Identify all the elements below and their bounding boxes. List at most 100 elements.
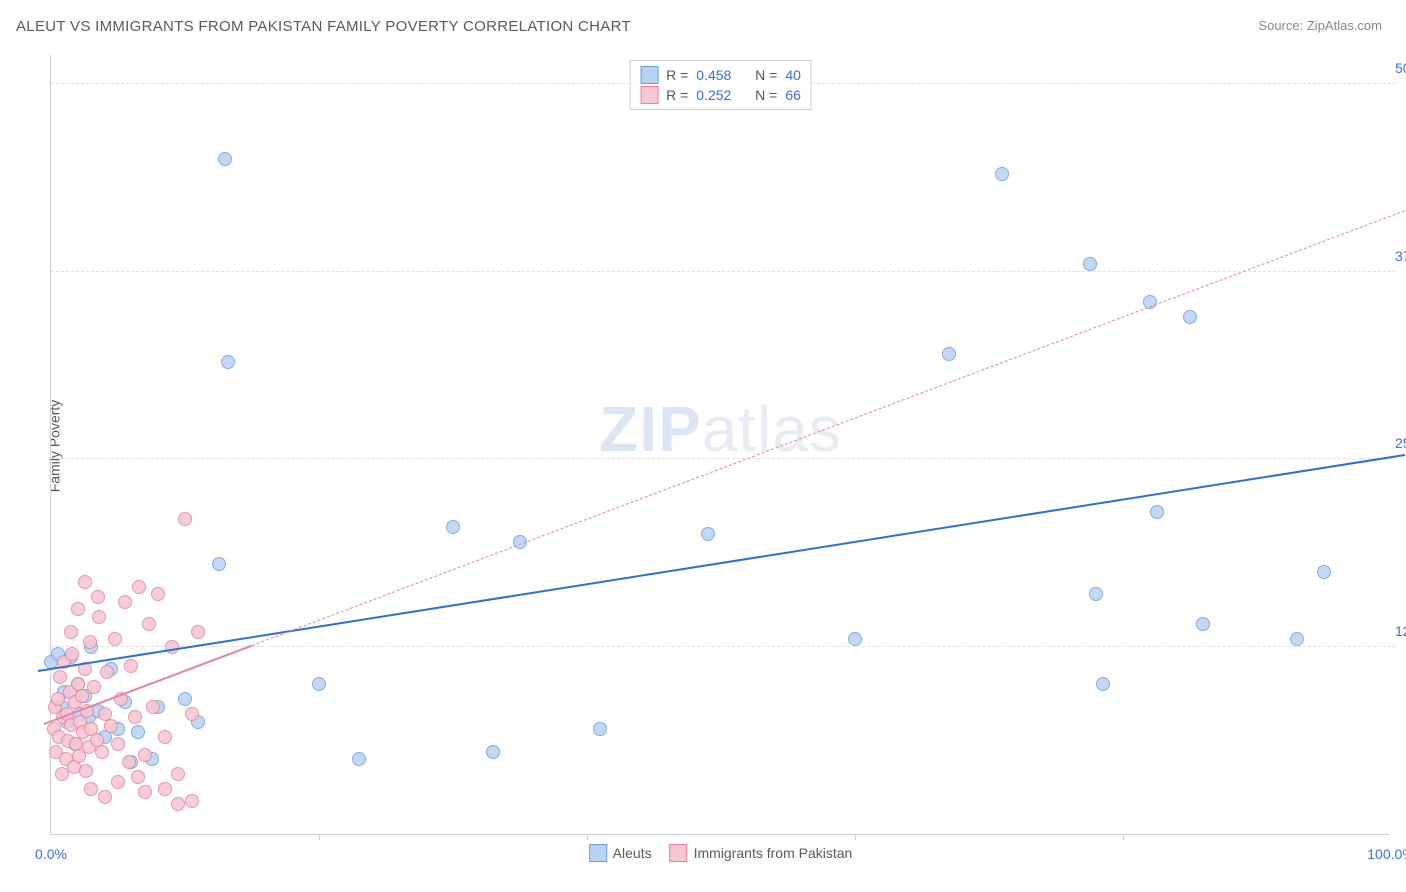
legend-swatch — [640, 86, 658, 104]
trendline — [252, 211, 1405, 647]
scatter-point-pakistan — [122, 755, 136, 769]
legend-r-value: 0.252 — [696, 87, 731, 103]
legend-r-label: R = — [666, 87, 688, 103]
legend-item-label: Aleuts — [613, 845, 652, 861]
scatter-point-aleuts — [312, 677, 326, 691]
scatter-point-pakistan — [87, 680, 101, 694]
legend-row-pakistan: R = 0.252 N = 66 — [640, 85, 801, 105]
legend-n-value: 66 — [785, 87, 801, 103]
scatter-point-aleuts — [1183, 310, 1197, 324]
scatter-point-aleuts — [1317, 565, 1331, 579]
gridline-horizontal — [51, 458, 1396, 459]
gridline-horizontal — [51, 271, 1396, 272]
scatter-point-aleuts — [352, 752, 366, 766]
legend-row-aleuts: R = 0.458 N = 40 — [640, 65, 801, 85]
scatter-point-aleuts — [848, 632, 862, 646]
scatter-point-aleuts — [486, 745, 500, 759]
scatter-point-aleuts — [1290, 632, 1304, 646]
scatter-point-pakistan — [132, 580, 146, 594]
scatter-point-pakistan — [91, 590, 105, 604]
legend-n-value: 40 — [785, 67, 801, 83]
legend-item-aleuts: Aleuts — [589, 844, 652, 862]
scatter-point-pakistan — [151, 587, 165, 601]
scatter-point-pakistan — [138, 785, 152, 799]
y-tick-label: 37.5% — [1395, 248, 1406, 264]
legend-correlation: R = 0.458 N = 40 R = 0.252 N = 66 — [629, 60, 812, 110]
scatter-point-aleuts — [218, 152, 232, 166]
scatter-point-pakistan — [75, 689, 89, 703]
scatter-point-aleuts — [131, 725, 145, 739]
scatter-point-pakistan — [84, 782, 98, 796]
source-credit: Source: ZipAtlas.com — [1258, 18, 1382, 33]
watermark-logo: ZIPatlas — [599, 392, 842, 466]
legend-swatch — [640, 66, 658, 84]
scatter-point-aleuts — [446, 520, 460, 534]
legend-n-label: N = — [755, 67, 777, 83]
x-tick-mark — [319, 834, 320, 840]
scatter-point-pakistan — [104, 719, 118, 733]
scatter-plot-area: ZIPatlas 12.5%25.0%37.5%50.0%0.0%100.0%R… — [50, 55, 1390, 835]
scatter-point-pakistan — [118, 595, 132, 609]
scatter-point-pakistan — [124, 659, 138, 673]
scatter-point-aleuts — [1089, 587, 1103, 601]
scatter-point-aleuts — [1096, 677, 1110, 691]
scatter-point-aleuts — [1083, 257, 1097, 271]
scatter-point-pakistan — [171, 797, 185, 811]
legend-item-label: Immigrants from Pakistan — [694, 845, 853, 861]
scatter-point-pakistan — [100, 665, 114, 679]
legend-item-pakistan: Immigrants from Pakistan — [670, 844, 853, 862]
y-tick-label: 50.0% — [1395, 60, 1406, 76]
scatter-point-pakistan — [111, 775, 125, 789]
scatter-point-pakistan — [191, 625, 205, 639]
scatter-point-aleuts — [1150, 505, 1164, 519]
x-tick-mark — [587, 834, 588, 840]
scatter-point-pakistan — [171, 767, 185, 781]
scatter-point-pakistan — [65, 647, 79, 661]
scatter-point-pakistan — [83, 635, 97, 649]
legend-series: Aleuts Immigrants from Pakistan — [589, 844, 853, 862]
scatter-point-aleuts — [942, 347, 956, 361]
scatter-point-pakistan — [158, 730, 172, 744]
scatter-point-aleuts — [221, 355, 235, 369]
legend-swatch — [589, 844, 607, 862]
scatter-point-pakistan — [128, 710, 142, 724]
scatter-point-pakistan — [142, 617, 156, 631]
scatter-point-pakistan — [79, 764, 93, 778]
chart-title: ALEUT VS IMMIGRANTS FROM PAKISTAN FAMILY… — [16, 18, 631, 35]
scatter-point-pakistan — [78, 575, 92, 589]
scatter-point-pakistan — [95, 745, 109, 759]
y-tick-label: 25.0% — [1395, 435, 1406, 451]
x-tick-mark — [855, 834, 856, 840]
scatter-point-aleuts — [212, 557, 226, 571]
legend-swatch — [670, 844, 688, 862]
scatter-point-aleuts — [995, 167, 1009, 181]
scatter-point-pakistan — [98, 790, 112, 804]
scatter-point-pakistan — [185, 707, 199, 721]
source-name: ZipAtlas.com — [1307, 18, 1382, 33]
scatter-point-pakistan — [108, 632, 122, 646]
legend-n-label: N = — [755, 87, 777, 103]
scatter-point-pakistan — [158, 782, 172, 796]
x-tick-label: 100.0% — [1367, 846, 1406, 862]
scatter-point-pakistan — [64, 625, 78, 639]
y-tick-label: 12.5% — [1395, 623, 1406, 639]
scatter-point-aleuts — [701, 527, 715, 541]
x-tick-label: 0.0% — [35, 846, 67, 862]
scatter-point-pakistan — [53, 670, 67, 684]
x-tick-mark — [1123, 834, 1124, 840]
scatter-point-pakistan — [71, 602, 85, 616]
legend-r-value: 0.458 — [696, 67, 731, 83]
scatter-point-pakistan — [138, 748, 152, 762]
scatter-point-aleuts — [178, 692, 192, 706]
scatter-point-pakistan — [146, 700, 160, 714]
scatter-point-pakistan — [131, 770, 145, 784]
scatter-point-aleuts — [1196, 617, 1210, 631]
scatter-point-pakistan — [178, 512, 192, 526]
scatter-point-pakistan — [185, 794, 199, 808]
scatter-point-pakistan — [111, 737, 125, 751]
source-label: Source: — [1258, 18, 1303, 33]
scatter-point-aleuts — [593, 722, 607, 736]
legend-r-label: R = — [666, 67, 688, 83]
scatter-point-pakistan — [92, 610, 106, 624]
trendline — [37, 454, 1404, 672]
